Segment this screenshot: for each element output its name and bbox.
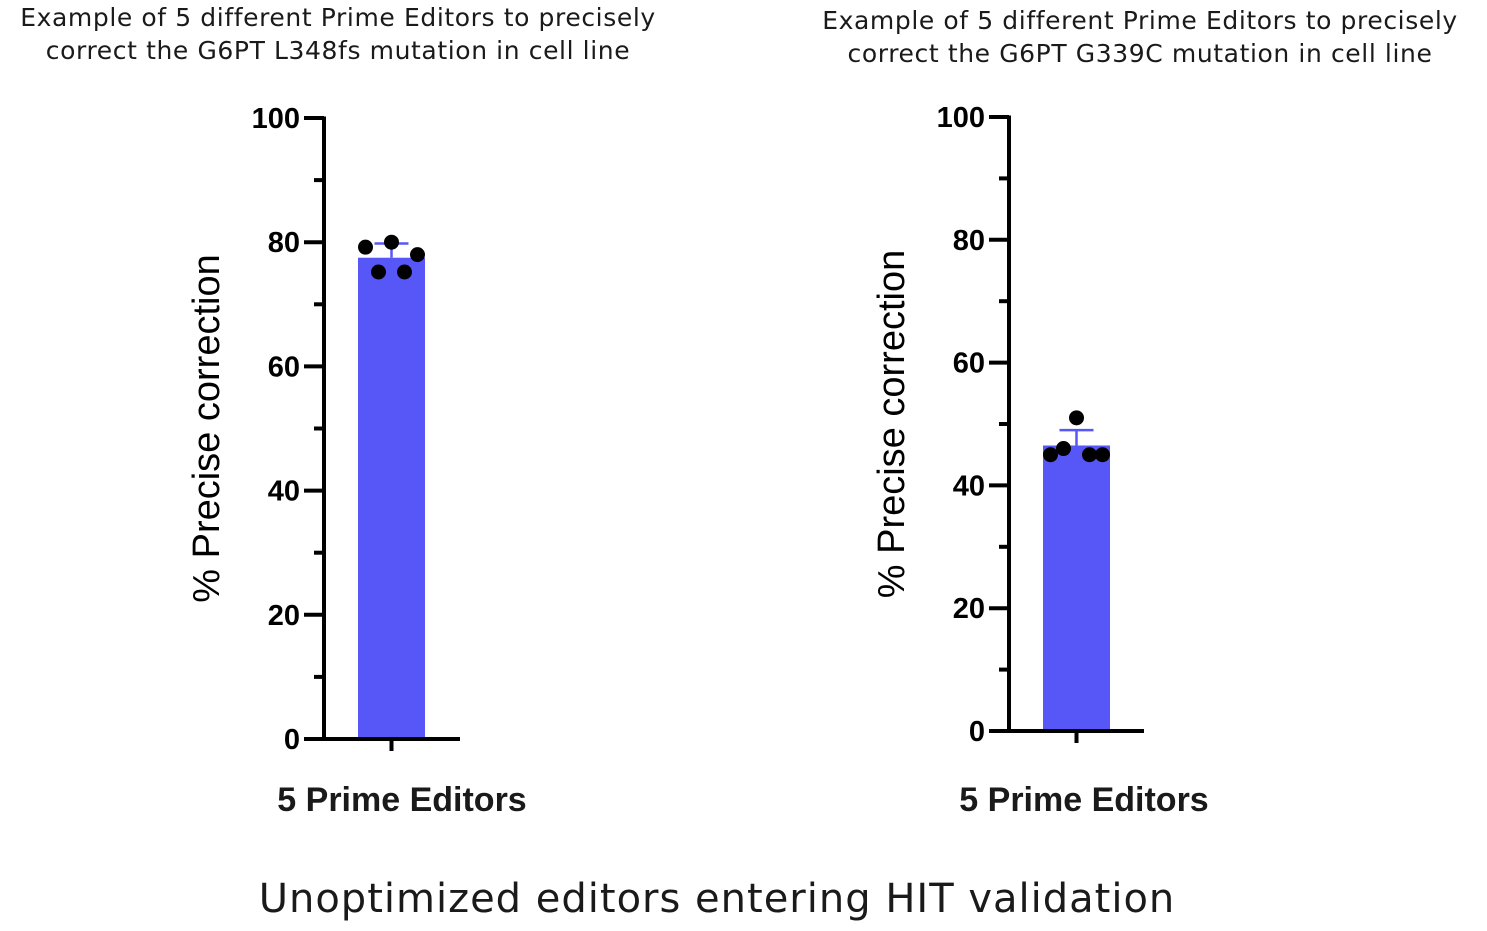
x-axis-label: 5 Prime Editors (277, 781, 526, 819)
bar-5-prime-editors (358, 257, 425, 739)
data-point (1043, 447, 1058, 463)
data-point (1095, 447, 1110, 463)
y-tick-label-0: 0 (969, 716, 985, 748)
data-point (397, 264, 412, 280)
data-point (1069, 410, 1084, 426)
footer-caption: Unoptimized editors entering HIT validat… (258, 876, 1176, 922)
chart-title-left-line-2: correct the G6PT L348fs mutation in cell… (45, 36, 631, 65)
y-tick-label-60: 60 (953, 348, 985, 380)
y-axis-title: % Precise correction (186, 254, 228, 602)
data-point (1056, 441, 1071, 457)
x-axis-label: 5 Prime Editors (959, 781, 1208, 819)
chart-title-left: Example of 5 different Prime Editors to … (0, 1, 698, 67)
chart-title-left-line-1: Example of 5 different Prime Editors to … (20, 3, 656, 32)
y-tick-label-100: 100 (937, 102, 985, 134)
y-tick-label-60: 60 (268, 351, 300, 383)
data-point (358, 239, 373, 255)
y-tick-label-100: 100 (252, 103, 300, 135)
y-tick-label-20: 20 (268, 600, 300, 632)
y-tick-label-40: 40 (953, 470, 985, 502)
y-tick-label-20: 20 (953, 593, 985, 625)
data-point (371, 264, 386, 280)
data-point (384, 234, 399, 250)
y-tick-label-0: 0 (284, 724, 300, 756)
chart-title-right: Example of 5 different Prime Editors to … (780, 4, 1487, 70)
y-tick-label-40: 40 (268, 476, 300, 508)
y-tick-label-80: 80 (268, 227, 300, 259)
bar-5-prime-editors (1043, 445, 1110, 731)
chart-title-right-line-2: correct the G6PT G339C mutation in cell … (847, 39, 1433, 68)
data-point (1082, 447, 1097, 463)
data-point (410, 247, 425, 263)
y-axis-title: % Precise correction (871, 250, 913, 598)
y-tick-label-80: 80 (953, 225, 985, 257)
chart-title-right-line-1: Example of 5 different Prime Editors to … (822, 6, 1458, 35)
chart-panel-left: 0 20 40 60 80 100 % Precise correction 5 Prime … (186, 103, 527, 819)
chart-panel-right: 0 20 40 60 80 100 % Precise correction 5 Prime … (871, 102, 1209, 819)
